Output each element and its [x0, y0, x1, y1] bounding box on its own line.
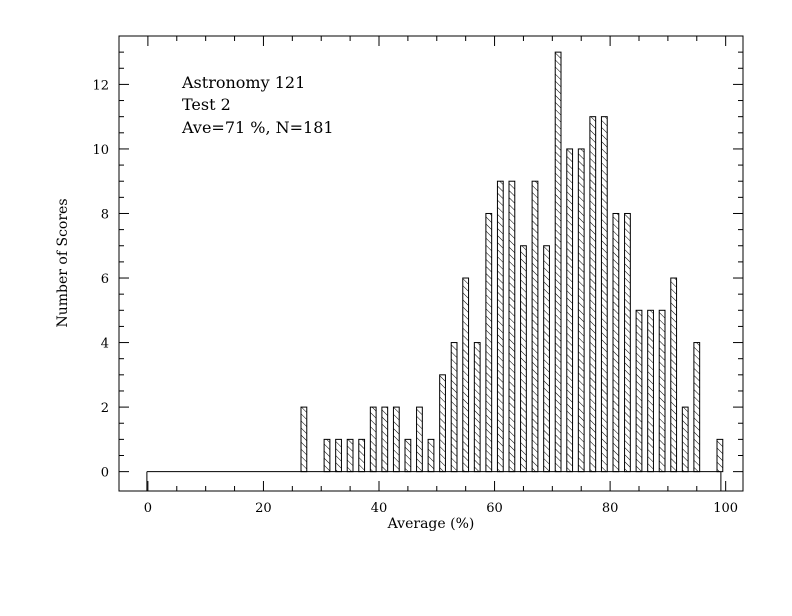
- x-tick-label: 40: [371, 501, 388, 516]
- histogram-bar: [520, 245, 527, 473]
- y-tick-label: 2: [101, 401, 109, 416]
- histogram-bar: [427, 438, 435, 473]
- histogram-bar: [600, 116, 608, 473]
- annotation-stats: Ave=71 %, N=181: [181, 118, 334, 137]
- text-group: Average (%) Number of Scores Astronomy 1…: [55, 73, 738, 532]
- histogram-bar: [335, 438, 342, 473]
- x-axis-title: Average (%): [387, 516, 475, 532]
- y-tick-label: 8: [101, 207, 109, 222]
- histogram-bar: [647, 309, 654, 473]
- histogram-bar: [346, 438, 354, 473]
- histogram-bar: [392, 406, 400, 473]
- axes-group: [118, 35, 744, 492]
- x-tick-label: 60: [486, 501, 503, 516]
- x-tick-label: 100: [713, 501, 738, 516]
- histogram-bar: [416, 406, 423, 473]
- histogram-bar: [485, 212, 493, 473]
- histogram-bar: [300, 406, 308, 473]
- annotation-course: Astronomy 121: [181, 73, 305, 92]
- histogram-bar: [439, 374, 446, 473]
- histogram-bar: [496, 180, 504, 473]
- x-tick-label: 80: [602, 501, 619, 516]
- histogram-bar: [462, 277, 470, 473]
- plot-frame: [118, 35, 744, 492]
- histogram-bar: [658, 309, 666, 473]
- histogram-bar: [716, 438, 724, 473]
- histogram-bar: [612, 212, 620, 473]
- histogram-bar: [473, 342, 481, 473]
- y-tick-label: 10: [92, 143, 109, 158]
- histogram-bar: [369, 406, 377, 473]
- y-tick-label: 6: [101, 272, 109, 287]
- histogram-bar: [404, 438, 412, 473]
- histogram-bar: [381, 406, 389, 473]
- bars-group: [146, 51, 724, 491]
- histogram-bar: [508, 180, 516, 473]
- histogram-bar: [681, 406, 689, 473]
- histogram-bar: [624, 212, 631, 473]
- histogram-bar: [554, 51, 562, 473]
- x-tick-label: 0: [144, 501, 152, 516]
- y-tick-label: 0: [101, 466, 109, 481]
- x-tick-label: 20: [255, 501, 272, 516]
- histogram-bar: [670, 277, 678, 473]
- histogram-bar: [450, 342, 458, 473]
- y-tick-label: 12: [92, 78, 109, 93]
- histogram-bar: [543, 245, 550, 473]
- histogram-bar: [566, 148, 574, 473]
- histogram-bar: [577, 148, 585, 473]
- histogram-bar: [323, 438, 331, 473]
- histogram-bar: [358, 438, 366, 473]
- histogram-bar: [531, 180, 539, 473]
- annotation-test: Test 2: [182, 95, 231, 114]
- histogram-bar: [589, 116, 597, 473]
- y-tick-label: 4: [101, 337, 109, 352]
- histogram-bar: [635, 309, 643, 473]
- histogram-bar: [693, 342, 701, 473]
- y-axis-title: Number of Scores: [55, 198, 71, 327]
